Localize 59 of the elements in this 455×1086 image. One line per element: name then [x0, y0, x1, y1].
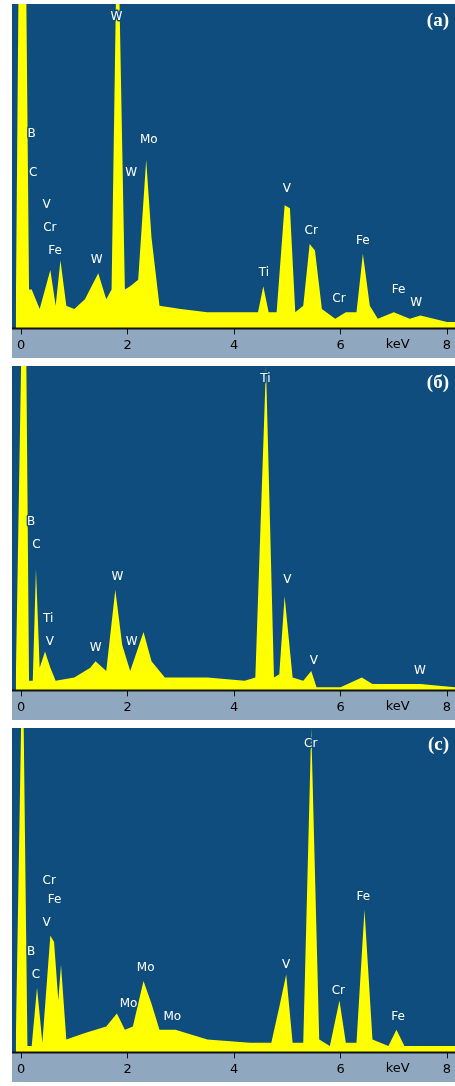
x-tick-label: 4: [229, 698, 239, 714]
x-tick-label: 4: [229, 1060, 239, 1076]
annotation: B: [27, 125, 36, 140]
annotation: W: [89, 640, 102, 655]
annotation: Fe: [47, 892, 62, 907]
x-tick-label: 6: [336, 336, 345, 352]
annotation: Cr: [304, 223, 318, 238]
annotation: Fe: [391, 281, 406, 296]
annotation: W: [125, 633, 138, 648]
annotation: C: [29, 164, 38, 179]
annotation: Ti: [259, 371, 271, 386]
x-tick-label: 8: [442, 336, 452, 352]
annotation: C: [31, 966, 41, 981]
annotation: Cr: [42, 872, 56, 887]
annotation: Cr: [43, 219, 57, 234]
x-axis-title: keV: [385, 698, 410, 714]
annotation: W: [125, 164, 138, 179]
annotation: V: [282, 181, 292, 196]
x-tick-label: 0: [16, 1060, 26, 1076]
annotation: B: [27, 513, 36, 528]
x-tick-label: 8: [442, 1060, 452, 1076]
x-tick-label: 4: [229, 336, 239, 352]
annotation: B: [27, 943, 36, 958]
x-axis-title: keV: [385, 1060, 410, 1076]
annotation: Ti: [257, 265, 269, 280]
annotation: C: [32, 536, 41, 551]
chart-title: (c): [427, 733, 449, 756]
x-tick-label: 2: [123, 336, 132, 352]
x-axis-title: keV: [385, 336, 410, 352]
chart-title: (a): [426, 9, 449, 32]
chart-title: (б): [426, 371, 449, 394]
annotation: Mo: [163, 1008, 182, 1023]
annotation: V: [42, 914, 52, 929]
annotation: V: [309, 653, 319, 668]
x-tick-label: 0: [16, 336, 26, 352]
annotation: Fe: [356, 888, 371, 903]
x-tick-label: 0: [16, 698, 26, 714]
annotation: Ti: [42, 611, 54, 626]
annotation: V: [283, 572, 293, 587]
x-tick-label: 2: [123, 698, 132, 714]
annotation: W: [111, 568, 124, 583]
annotation: Cr: [332, 291, 346, 306]
annotation: V: [42, 197, 52, 212]
x-tick-label: 6: [336, 698, 345, 714]
annotation: V: [45, 633, 55, 648]
annotation: Mo: [119, 995, 138, 1010]
annotation: Fe: [48, 242, 62, 257]
annotation: W: [413, 663, 426, 678]
annotation: Fe: [356, 232, 370, 247]
annotation: Mo: [139, 132, 158, 147]
x-tick-label: 2: [123, 1060, 132, 1076]
annotation: W: [410, 294, 423, 309]
annotation: V: [282, 956, 292, 971]
x-tick-label: 8: [442, 698, 452, 714]
annotation: Mo: [136, 960, 155, 975]
annotation: W: [90, 252, 103, 267]
x-tick-label: 6: [336, 1060, 345, 1076]
annotation: Fe: [391, 1008, 405, 1023]
annotation: Cr: [331, 982, 346, 997]
